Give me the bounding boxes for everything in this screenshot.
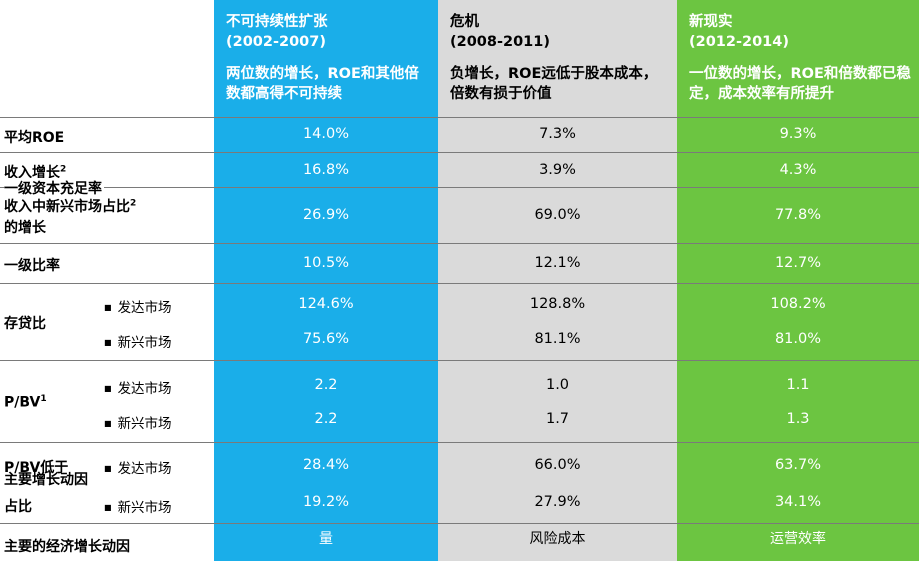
row-label-drivers: 主要的经济增长动因	[4, 539, 130, 555]
cell-em-share: 69.0%	[534, 207, 581, 223]
cell-pbv-developed: 1.0	[545, 377, 570, 393]
row-label-roe: 平均ROE	[4, 130, 65, 146]
row-label-revenue-growth: 收入增长2	[4, 164, 67, 181]
row-label-ldr: 存贷比	[4, 316, 46, 332]
column-unsustainable-expansion	[214, 0, 438, 561]
header-title: 新现实	[689, 14, 733, 30]
header-years: (2002-2007)	[226, 34, 326, 50]
row-label-pbv-below-overlay: 主要增长动因	[4, 472, 88, 488]
row-divider	[0, 523, 919, 524]
cell-roe: 9.3%	[779, 126, 817, 142]
cell-pbv-emerging: 1.3	[786, 411, 810, 427]
header-title: 危机	[450, 14, 479, 30]
row-divider	[0, 117, 919, 118]
cell-pbv-below-emerging: 19.2%	[302, 494, 350, 510]
row-label-em-share-line2: 的增长	[4, 220, 46, 236]
cell-ldr-developed: 108.2%	[770, 296, 826, 312]
cell-em-share: 77.8%	[774, 207, 822, 223]
cell-tier1: 12.7%	[774, 255, 822, 271]
header-new-reality: 新现实 (2012-2014) 一位数的增长，ROE和倍数都已稳定，成本效率有所提…	[677, 0, 919, 118]
cell-pbv-below-developed: 63.7%	[774, 457, 822, 473]
header-description: 负增长，ROE远低于股本成本，倍数有损于价值	[450, 66, 658, 102]
row-label-tier1-overlap: 一级资本充足率	[4, 178, 104, 198]
sub-label-emerging: ■ 新兴市场	[104, 416, 172, 432]
row-divider	[0, 152, 919, 153]
header-title: 不可持续性扩张	[226, 14, 328, 30]
header-years: (2008-2011)	[450, 34, 550, 50]
cell-revenue-growth: 16.8%	[302, 162, 350, 178]
cell-ldr-developed: 124.6%	[298, 296, 354, 312]
sub-label-emerging: ■ 新兴市场	[104, 500, 172, 516]
cell-pbv-emerging: 2.2	[314, 411, 338, 427]
cell-pbv-below-emerging: 27.9%	[534, 494, 581, 510]
header-years: (2012-2014)	[689, 34, 789, 50]
cell-ldr-emerging: 81.0%	[774, 331, 822, 347]
header-description: 一位数的增长，ROE和倍数都已稳定，成本效率有所提升	[689, 66, 911, 102]
sub-label-emerging: ■ 新兴市场	[104, 335, 172, 351]
sub-label-developed: ■ 发达市场	[104, 300, 172, 316]
cell-pbv-developed: 1.1	[786, 377, 810, 393]
cell-tier1: 12.1%	[534, 255, 581, 271]
cell-ldr-emerging: 75.6%	[302, 331, 350, 347]
cell-em-share: 26.9%	[302, 207, 350, 223]
cell-ldr-emerging: 81.1%	[534, 331, 581, 347]
cell-pbv-below-emerging: 34.1%	[774, 494, 822, 510]
header-crisis: 危机 (2008-2011) 负增长，ROE远低于股本成本，倍数有损于价值	[438, 0, 677, 118]
row-label-pbv-below: P/BV低于	[4, 460, 69, 476]
sub-label-developed: ■ 发达市场	[104, 381, 172, 397]
row-divider	[0, 442, 919, 443]
column-crisis	[438, 0, 677, 561]
cell-roe: 7.3%	[539, 126, 576, 142]
cell-revenue-growth: 3.9%	[539, 162, 576, 178]
row-divider	[0, 283, 919, 284]
header-description: 两位数的增长，ROE和其他倍数都高得不可持续	[226, 66, 419, 102]
cell-driver: 运营效率	[770, 531, 826, 547]
row-label-pbv-below-line2: 占比	[4, 499, 32, 515]
row-label-em-share: 收入中新兴市场占比2	[4, 198, 137, 215]
row-divider	[0, 243, 919, 244]
cell-ldr-developed: 128.8%	[529, 296, 586, 312]
cell-pbv-below-developed: 28.4%	[302, 457, 350, 473]
cell-tier1: 10.5%	[302, 255, 350, 271]
cell-revenue-growth: 4.3%	[779, 162, 817, 178]
row-divider	[0, 360, 919, 361]
row-label-tier1: 一级比率	[4, 258, 60, 274]
cell-roe: 14.0%	[302, 126, 350, 142]
cell-pbv-below-developed: 66.0%	[534, 457, 581, 473]
cell-pbv-emerging: 1.7	[545, 411, 570, 427]
header-unsustainable-expansion: 不可持续性扩张 (2002-2007) 两位数的增长，ROE和其他倍数都高得不可持…	[214, 0, 438, 118]
cell-driver: 风险成本	[529, 531, 586, 547]
row-divider	[0, 187, 919, 188]
cell-driver: 量	[319, 531, 333, 547]
sub-label-developed: ■ 发达市场	[104, 461, 172, 477]
cell-pbv-developed: 2.2	[314, 377, 338, 393]
row-label-pbv: P/BV1	[4, 394, 47, 411]
column-new-reality	[677, 0, 919, 561]
